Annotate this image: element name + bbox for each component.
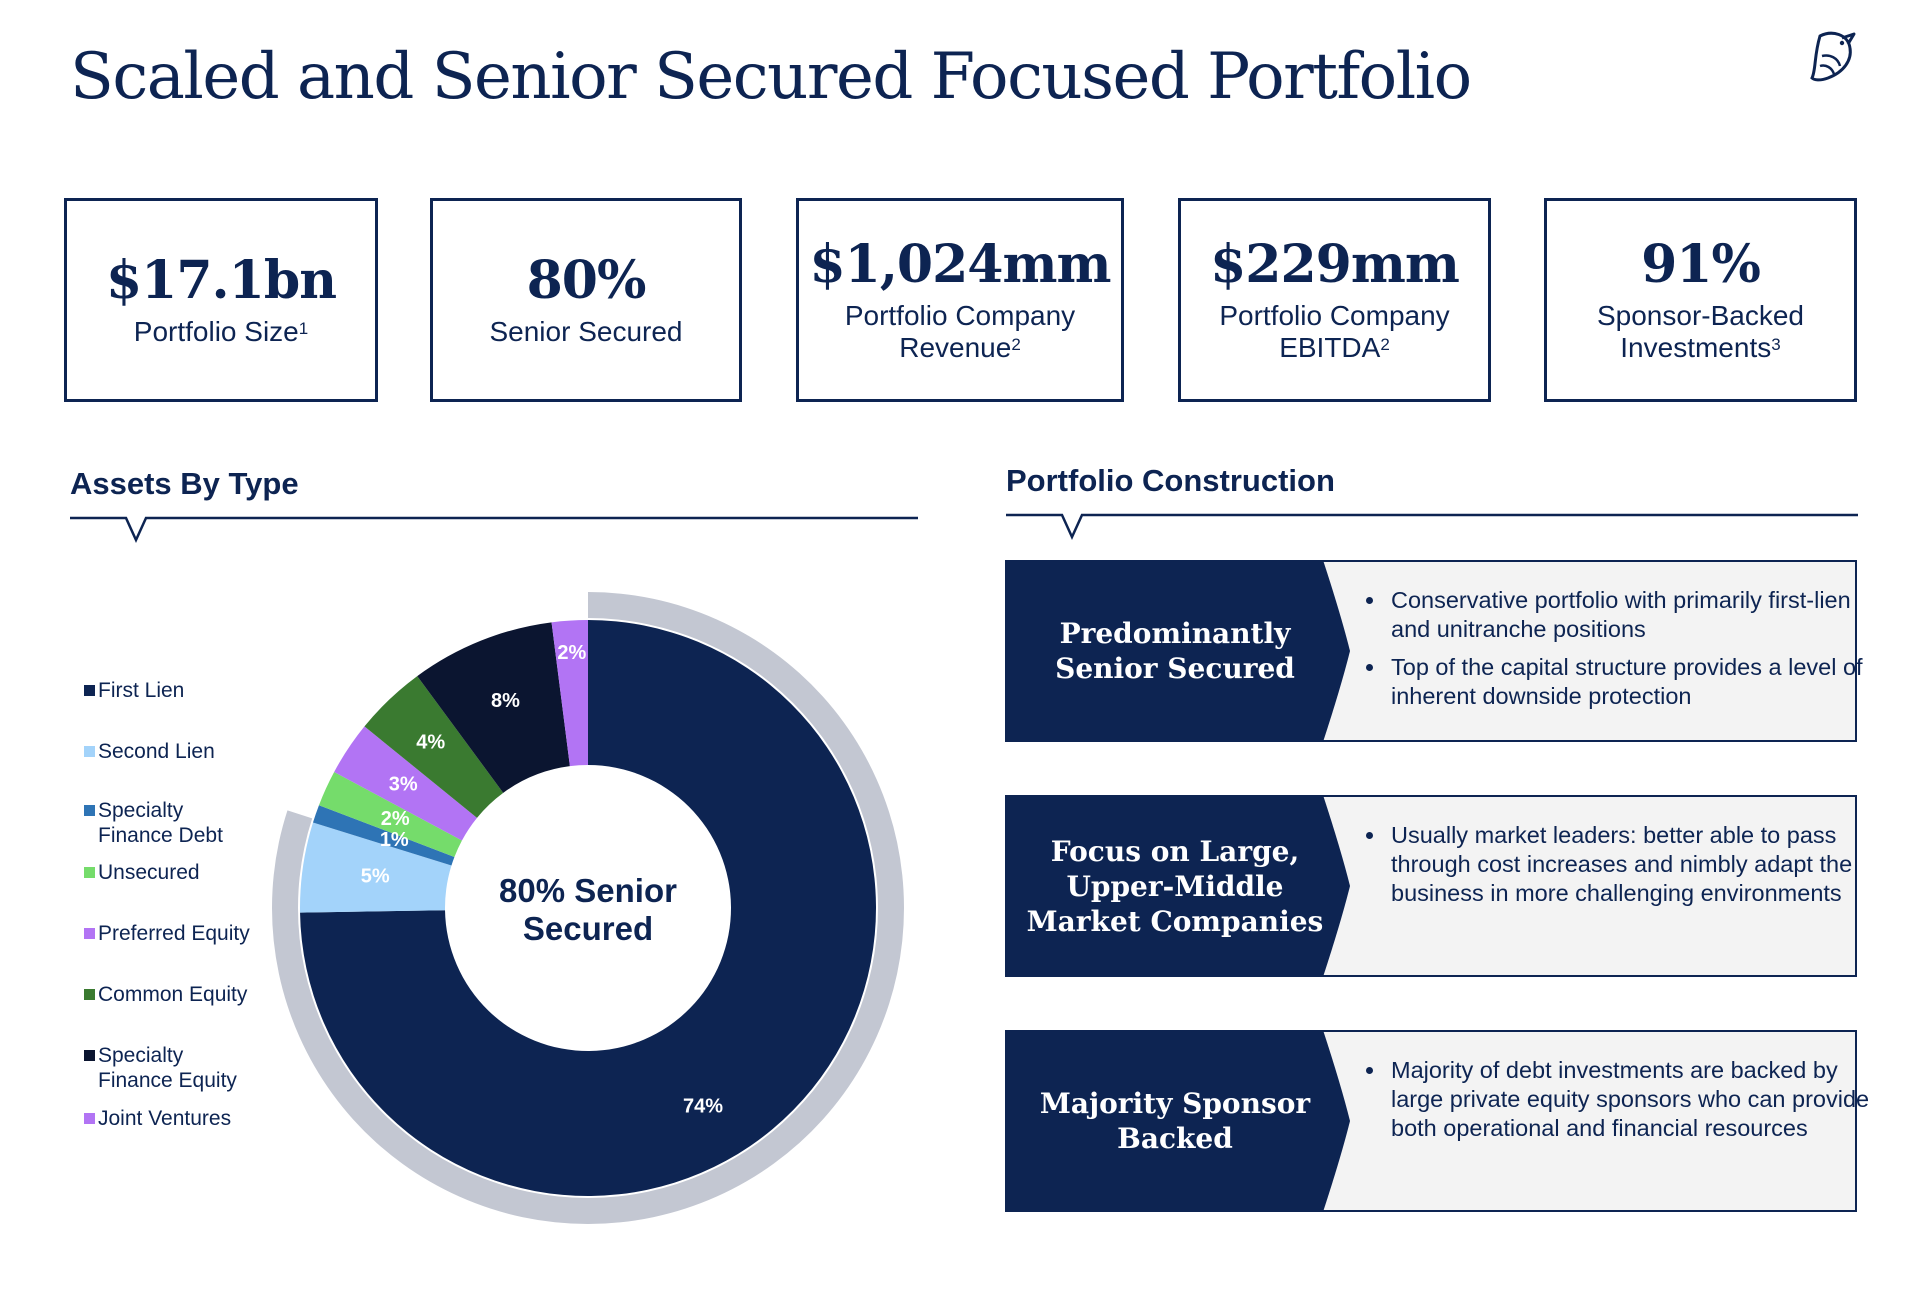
slice-first-lien xyxy=(300,620,876,1196)
stat-value: 80% xyxy=(526,250,647,311)
legend-item-second-lien: Second Lien xyxy=(84,739,215,764)
card-background xyxy=(1005,795,1857,977)
stat-value: 91% xyxy=(1641,234,1761,295)
stat-portfolio-size: $17.1bn Portfolio Size1 xyxy=(64,198,378,402)
stat-sponsor-backed: 91% Sponsor-Backed Investments3 xyxy=(1544,198,1857,402)
data-label-common-equity: 4% xyxy=(416,731,445,753)
construction-section-heading: Portfolio Construction xyxy=(1006,463,1335,498)
stat-value: $1,024mm xyxy=(809,234,1111,295)
data-label-first-lien: 74% xyxy=(683,1095,723,1117)
data-label-second-lien: 5% xyxy=(361,866,390,888)
legend-swatch xyxy=(84,1050,95,1061)
stat-label: Portfolio Company Revenue2 xyxy=(844,300,1076,363)
card-large-companies: Focus on Large, Upper-Middle Market Compan… xyxy=(1005,795,1857,977)
legend-item-unsecured: Unsecured xyxy=(84,860,200,885)
stat-value: $229mm xyxy=(1210,234,1460,295)
card-background xyxy=(1005,1030,1857,1212)
legend-label: Second Lien xyxy=(98,740,215,763)
card-bullets: Conservative portfolio with primarily fi… xyxy=(1335,586,1887,720)
stat-company-revenue: $1,024mm Portfolio Company Revenue2 xyxy=(796,198,1124,402)
legend-item-specialty-finance-equity: Specialty Finance Equity xyxy=(84,1043,237,1093)
slice-specialty-finance-equity xyxy=(417,622,570,793)
card-heading: Focus on Large, Upper-Middle Market Compan… xyxy=(1026,834,1324,938)
legend-item-specialty-finance-debt: Specialty Finance Debt xyxy=(84,798,223,848)
data-label-joint-ventures: 2% xyxy=(557,642,586,664)
stat-label: Portfolio Company EBITDA2 xyxy=(1219,300,1450,363)
bullet-item: Conservative portfolio with primarily fi… xyxy=(1387,586,1887,644)
legend-label: Common Equity xyxy=(98,983,248,1006)
legend-swatch xyxy=(84,805,95,816)
data-label-unsecured: 2% xyxy=(381,808,410,830)
legend-label: Specialty Finance Debt xyxy=(98,799,223,847)
stat-label: Senior Secured xyxy=(489,316,683,347)
stat-senior-secured: 80% Senior Secured xyxy=(430,198,742,402)
legend-swatch xyxy=(84,928,95,939)
chart-legend: First Lien Second Lien Specialty Finance … xyxy=(84,670,324,1150)
card-bullets: Usually market leaders: better able to p… xyxy=(1335,821,1887,917)
legend-swatch xyxy=(84,867,95,878)
assets-section-heading: Assets By Type xyxy=(70,466,299,501)
bullet-item: Usually market leaders: better able to p… xyxy=(1387,821,1887,908)
construction-section-divider xyxy=(1006,513,1858,541)
page-title: Scaled and Senior Secured Focused Portfo… xyxy=(70,40,1472,114)
legend-swatch xyxy=(84,989,95,1000)
legend-item-common-equity: Common Equity xyxy=(84,982,247,1007)
legend-item-joint-ventures: Joint Ventures xyxy=(84,1106,231,1131)
legend-label: Specialty Finance Equity xyxy=(98,1044,237,1092)
slice-second-lien xyxy=(300,822,452,913)
assets-donut-chart: 74%5%1%2%3%4%8%2% xyxy=(271,592,904,1224)
legend-label: Joint Ventures xyxy=(98,1107,232,1130)
slice-joint-ventures xyxy=(551,620,588,767)
card-heading: Majority Sponsor Backed xyxy=(1039,1087,1311,1155)
data-label-specialty-finance-equity: 8% xyxy=(491,690,520,712)
legend-label: Unsecured xyxy=(98,861,200,884)
bird-logo-icon xyxy=(1810,31,1856,82)
card-heading: Predominantly Senior Secured xyxy=(1055,617,1295,685)
assets-section-divider xyxy=(70,516,918,544)
stat-company-ebitda: $229mm Portfolio Company EBITDA2 xyxy=(1178,198,1491,402)
legend-item-first-lien: First Lien xyxy=(84,678,184,703)
data-label-preferred-equity: 3% xyxy=(389,773,418,795)
chart-center-label: 80% Senior Secured xyxy=(499,872,677,947)
legend-label: First Lien xyxy=(98,679,185,702)
card-background xyxy=(1005,560,1857,742)
slice-preferred-equity xyxy=(334,726,478,841)
slice-unsecured xyxy=(318,771,462,857)
legend-swatch xyxy=(84,685,95,696)
slice-common-equity xyxy=(364,676,504,818)
bullet-item: Majority of debt investments are backed … xyxy=(1387,1056,1887,1143)
data-label-specialty-finance-debt: 1% xyxy=(380,829,409,851)
card-bullets: Majority of debt investments are backed … xyxy=(1335,1056,1887,1152)
bullet-item: Top of the capital structure provides a … xyxy=(1387,653,1887,711)
legend-swatch xyxy=(84,746,95,757)
stat-value: $17.1bn xyxy=(106,250,337,311)
stat-label: Portfolio Size1 xyxy=(133,316,309,347)
slice-specialty-finance-debt xyxy=(312,805,455,866)
legend-label: Preferred Equity xyxy=(98,922,250,945)
legend-swatch xyxy=(84,1113,95,1124)
stat-label: Sponsor-Backed Investments3 xyxy=(1596,300,1804,363)
legend-item-preferred-equity: Preferred Equity xyxy=(84,921,250,946)
